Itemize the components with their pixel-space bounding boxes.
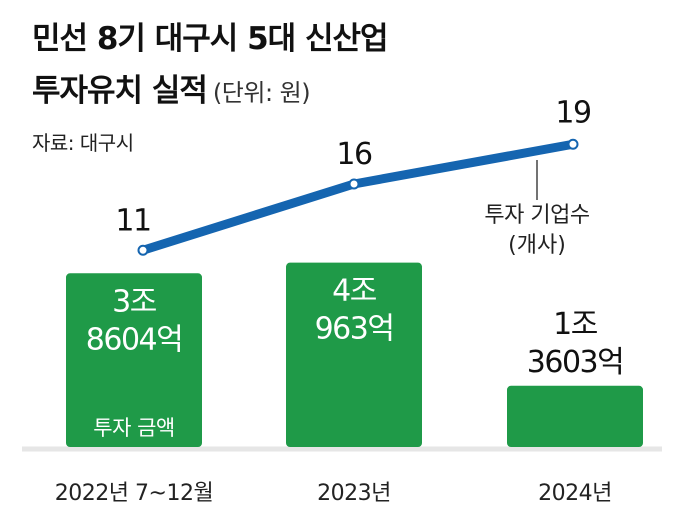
bar-value-label-3: 3603억	[527, 345, 623, 380]
chart-title-line1: 민선 8기 대구시 5대 신산업	[32, 21, 389, 57]
chart-title-text: 투자유치 실적	[32, 73, 208, 109]
x-tick-label: 2022년 7~12월	[55, 481, 213, 506]
source-label: 자료: 대구시	[32, 131, 134, 155]
bar-value-label-1: 8604억	[86, 322, 182, 357]
x-tick-label: 2023년	[317, 481, 391, 506]
bar-legend-label: 투자 금액	[93, 416, 174, 440]
line-point	[567, 138, 579, 150]
line-point	[137, 244, 149, 256]
chart-title-line2: 투자유치 실적 (단위: 원)	[32, 73, 311, 109]
bar-2	[286, 262, 422, 447]
bar-value-label-1: 3조	[112, 284, 157, 319]
bar-1	[66, 273, 202, 447]
line-value-label: 16	[336, 137, 372, 172]
bar-value-label-2: 4조	[332, 274, 377, 309]
legends: 투자 금액 투자 기업수 (개사)	[93, 160, 590, 440]
line-legend-label: 투자 기업수	[484, 203, 589, 228]
line-series: 11 16 19	[115, 95, 592, 256]
bar-value-label-3: 1조	[553, 307, 598, 342]
bar-value-label-2: 963억	[315, 312, 394, 347]
line-point	[348, 178, 360, 190]
line-value-label: 11	[115, 203, 150, 238]
x-axis-labels: 2022년 7~12월 2023년 2024년	[55, 481, 613, 506]
unit-label: (단위: 원)	[212, 79, 311, 107]
line-value-label: 19	[555, 95, 590, 130]
line-legend-unit: (개사)	[508, 233, 566, 258]
bar-3	[507, 385, 643, 447]
x-tick-label: 2024년	[538, 481, 612, 506]
